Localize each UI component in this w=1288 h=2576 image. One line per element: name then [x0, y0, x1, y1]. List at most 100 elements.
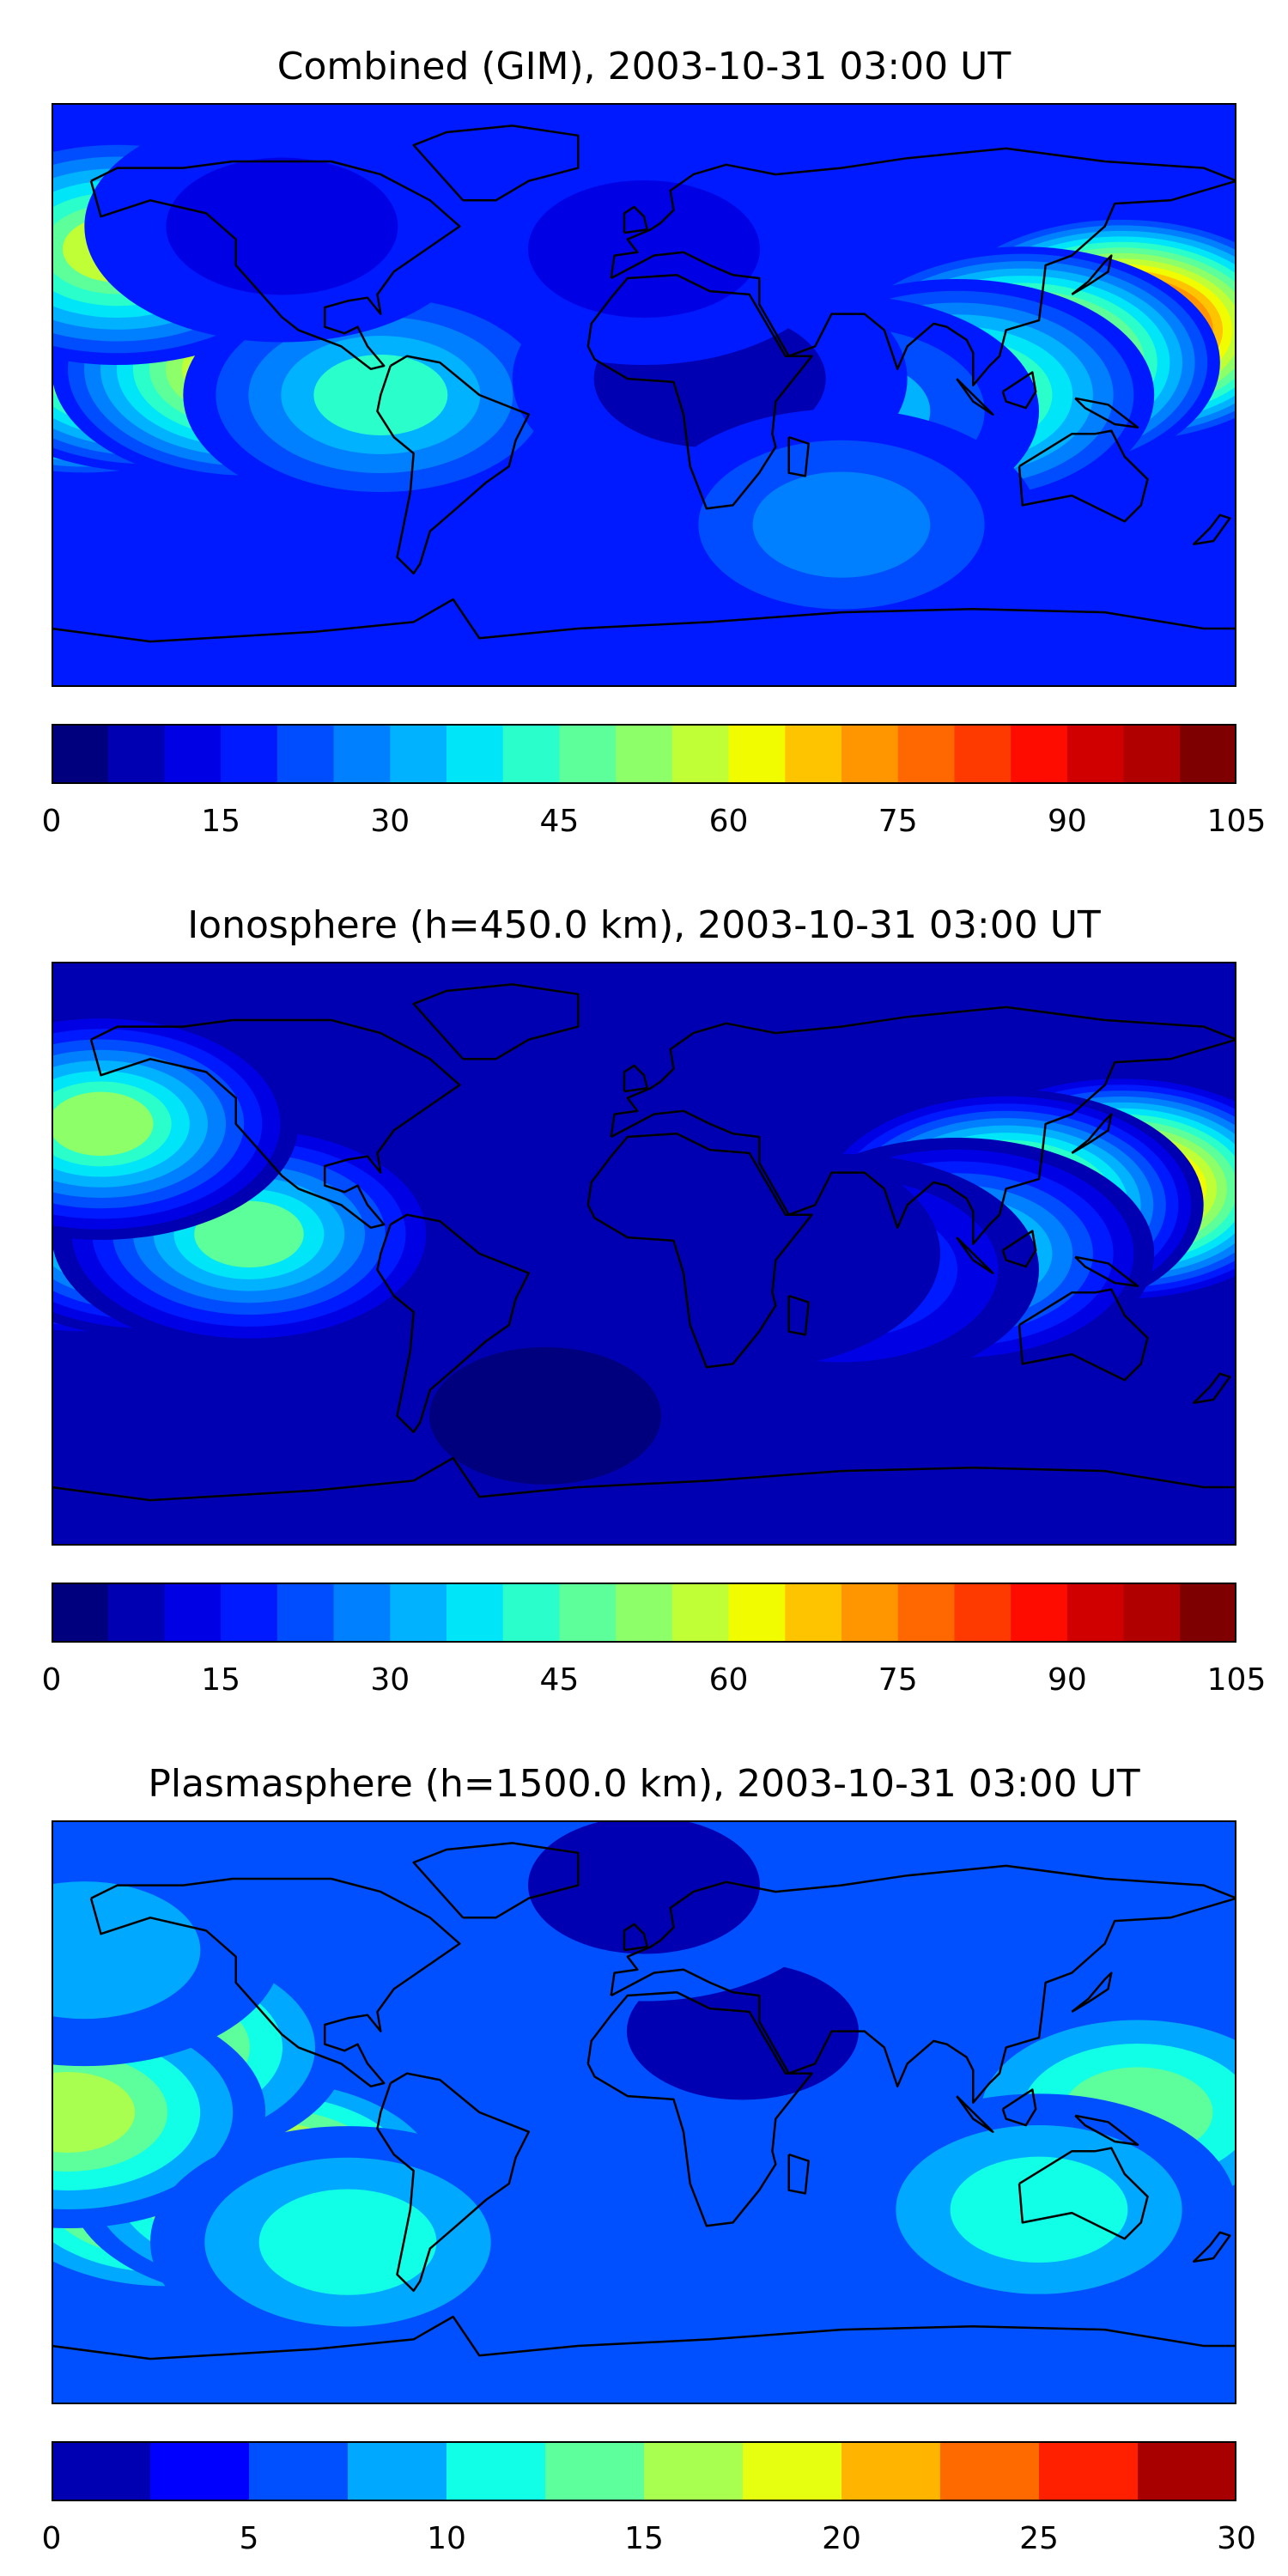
coastline [787, 435, 810, 477]
coastline [1018, 2147, 1149, 2240]
coastline [52, 1456, 1236, 1502]
colorbar-swatch [616, 1583, 673, 1643]
ionosphere-map-title: Ionosphere (h=450.0 km), 2003-10-31 03:0… [187, 903, 1101, 947]
colorbar-swatch [785, 1583, 842, 1643]
coastline [787, 2153, 810, 2195]
colorbar-tick-label: 30 [370, 1662, 410, 1698]
tec-contour-band [528, 1820, 760, 1954]
coastline [1018, 429, 1149, 523]
coastline [956, 1236, 994, 1274]
coastline [1192, 2231, 1231, 2263]
coastline [89, 1018, 461, 1230]
tec-contour-band [752, 471, 931, 578]
coastline [376, 2072, 531, 2293]
map-frame [52, 962, 1236, 1546]
coastline [586, 1990, 813, 2227]
tec-contour-band [950, 2156, 1128, 2263]
colorbar-swatch [1011, 724, 1068, 784]
ionosphere-colorbar-ticks: 0 15 30 45 60 75 90 105 [42, 1662, 1267, 1699]
plasmasphere-colorbar [52, 2441, 1236, 2501]
colorbar-swatch [1123, 1583, 1181, 1643]
colorbar-swatch [671, 1583, 730, 1643]
colorbar-swatch [221, 724, 278, 784]
colorbar-tick-label: 45 [539, 804, 580, 839]
coastline [956, 2095, 994, 2133]
coastline [376, 1213, 531, 1434]
combined-colorbar [52, 724, 1236, 784]
tec-contour-region [52, 1007, 299, 1240]
tec-contour-region [512, 2158, 908, 2391]
colorbar-frame [52, 2441, 1236, 2501]
coastline [1001, 2088, 1037, 2127]
colorbar-swatch [940, 2441, 1040, 2501]
colorbar-tick-label: 15 [624, 2521, 664, 2556]
plasmasphere-tec-field [52, 1820, 1236, 2404]
colorbar-swatch [1138, 2441, 1236, 2501]
colorbar-swatch [348, 2441, 447, 2501]
coastlines [52, 1842, 1236, 2360]
coastline [610, 1864, 1236, 2104]
coastline [1074, 2114, 1139, 2147]
colorbar-swatch [333, 1583, 391, 1643]
colorbar-tick-label: 60 [708, 804, 749, 839]
colorbar-swatch [1066, 724, 1125, 784]
colorbar-swatch [616, 724, 673, 784]
colorbar-tick-label: 30 [370, 804, 410, 839]
ionosphere-tec-field [52, 962, 1236, 1546]
coastline [1074, 397, 1139, 429]
colorbar-swatch [954, 1583, 1012, 1643]
colorbar-frame [52, 724, 1236, 784]
colorbar-tick-label: 90 [1047, 1662, 1087, 1698]
combined-tec-field [52, 103, 1236, 687]
colorbar-swatch [447, 1583, 504, 1643]
colorbar-tick-label: 105 [1206, 804, 1267, 839]
tec-contour-band [593, 2205, 826, 2343]
colorbar-swatch [954, 724, 1012, 784]
colorbar-swatch [390, 724, 447, 784]
coastline [1001, 1230, 1037, 1268]
colorbar-swatch [728, 1583, 786, 1643]
coastline [1071, 254, 1113, 295]
tec-contour-band [528, 180, 760, 318]
coastline [1192, 513, 1231, 546]
combined-tec-map [52, 103, 1236, 687]
coastline [1074, 1255, 1139, 1288]
colorbar-swatch [502, 1583, 561, 1643]
coastline [89, 160, 461, 371]
colorbar-frame [52, 1583, 1236, 1643]
coastline [623, 1064, 649, 1093]
colorbar-tick-label: 5 [239, 2521, 259, 2556]
colorbar-swatch [249, 2441, 349, 2501]
colorbar-swatch [52, 724, 109, 784]
coastline [1018, 1288, 1149, 1382]
combined-map-title: Combined (GIM), 2003-10-31 03:00 UT [276, 45, 1012, 88]
colorbar-tick-label: 0 [41, 2521, 62, 2556]
coastlines [52, 125, 1236, 643]
coastline [1071, 1113, 1113, 1154]
colorbar-swatch [276, 724, 335, 784]
colorbar-tick-label: 0 [41, 804, 62, 839]
tec-contour-region [52, 1834, 283, 2067]
coastline [623, 1923, 649, 1952]
coastline [89, 1877, 461, 2088]
coastline [610, 1005, 1236, 1245]
colorbar-swatch [107, 1583, 166, 1643]
tec-contour-region [841, 2093, 1236, 2326]
colorbar-swatch [728, 724, 786, 784]
colorbar-swatch [1039, 2441, 1139, 2501]
combined-colorbar-ticks: 0 15 30 45 60 75 90 105 [42, 803, 1267, 841]
colorbar-tick-label: 15 [201, 804, 241, 839]
tec-contour-band [52, 2072, 136, 2153]
plasmasphere-colorbar-ticks: 0 5 10 15 20 25 30 [42, 2520, 1256, 2558]
colorbar-tick-label: 90 [1047, 804, 1087, 839]
coastline [412, 983, 580, 1060]
coastline [412, 125, 580, 202]
tec-contour-band [429, 1346, 661, 1485]
coastline [787, 1294, 810, 1336]
tec-contour-band [52, 1091, 154, 1157]
colorbar-tick-label: 45 [539, 1662, 580, 1698]
coastline [412, 1842, 580, 1919]
colorbar-swatch [221, 1583, 278, 1643]
colorbar-swatch [1123, 724, 1181, 784]
tec-contour-band [258, 2189, 437, 2295]
